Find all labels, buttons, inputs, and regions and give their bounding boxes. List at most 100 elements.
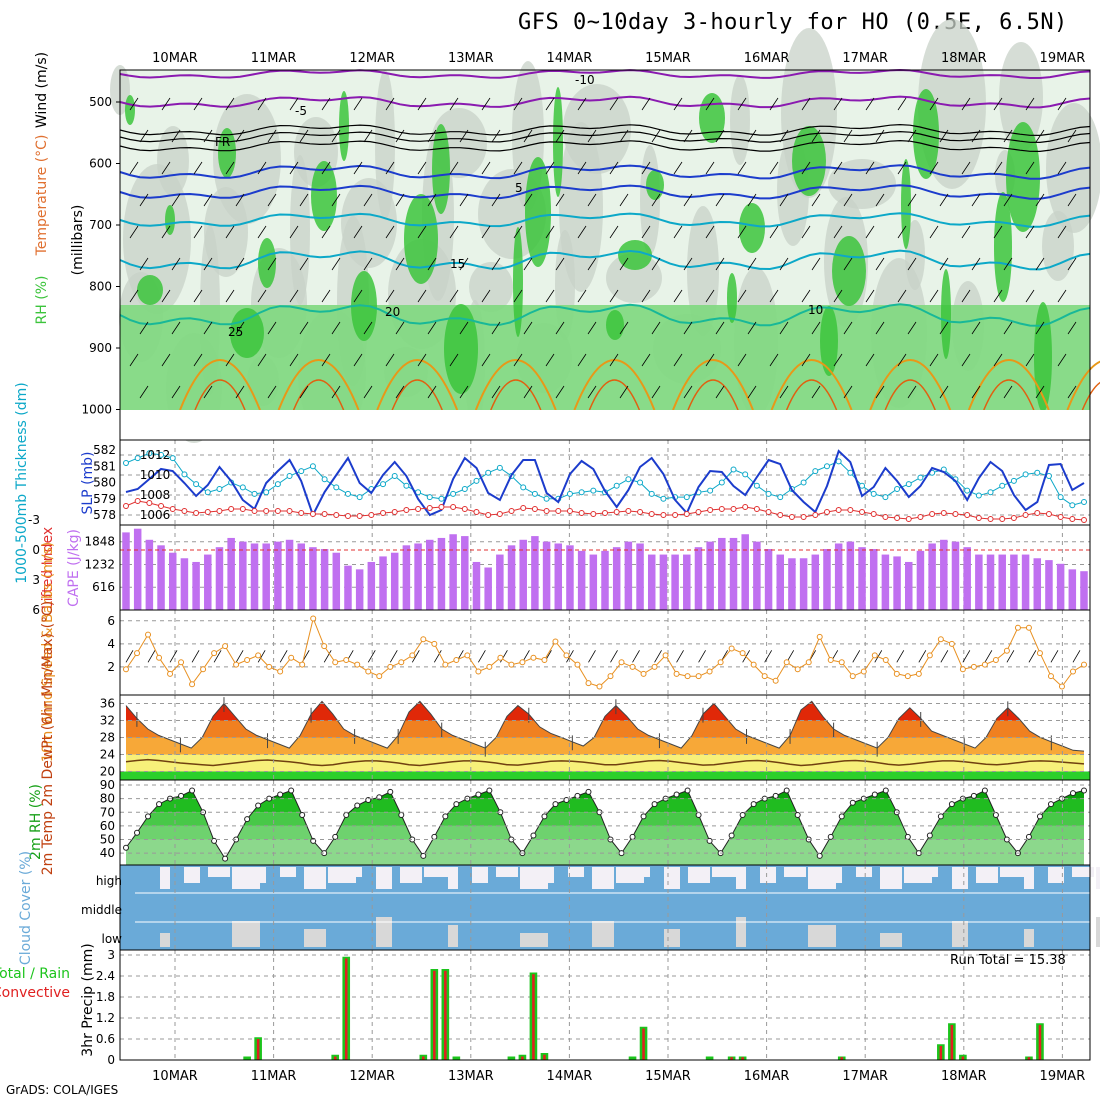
- thickness-line-point: [765, 490, 772, 497]
- rh-line-point: [629, 833, 636, 840]
- cape-bar: [461, 536, 469, 610]
- wind-barb: [566, 650, 574, 663]
- wind-barb: [971, 321, 981, 335]
- y-tick-label: 600: [89, 157, 112, 171]
- cloud-gap-high: [544, 867, 554, 883]
- rh-line-point: [970, 792, 977, 799]
- precip-convective-bar: [961, 1056, 965, 1060]
- wind-speed-line-point: [255, 652, 262, 659]
- wind-barb: [193, 161, 203, 175]
- rh-high-area: [432, 124, 450, 214]
- rh-line-point: [838, 813, 845, 820]
- wind-speed-line: [125, 616, 1085, 688]
- cloud-gap-low: [808, 925, 836, 947]
- cape-bar: [180, 558, 189, 610]
- thickness-line-point: [987, 489, 994, 496]
- cape-bar: [566, 545, 574, 610]
- wind-barb: [673, 353, 683, 367]
- rh-high-area: [165, 205, 175, 235]
- wind-barb: [481, 289, 491, 303]
- precip-convective-bar: [521, 1056, 524, 1060]
- rh-line-point: [244, 816, 251, 823]
- thickness-line-point: [975, 492, 982, 499]
- date-label-bottom: 16MAR: [744, 1069, 790, 1084]
- cloud-gap-high: [1072, 867, 1094, 877]
- cloud-gap-high: [1096, 867, 1100, 889]
- cloud-gap-high: [496, 867, 518, 877]
- wind-barb: [993, 289, 1003, 303]
- rh-line-point: [123, 844, 129, 851]
- temp-contour-30: [884, 379, 936, 411]
- wind-barb: [235, 129, 245, 143]
- wind-barb: [257, 353, 267, 367]
- wind-speed-line-point: [376, 673, 383, 680]
- rh-high-area: [137, 275, 163, 305]
- cloud-gap-high: [640, 867, 650, 877]
- wind-barb: [1028, 650, 1037, 663]
- temp-tick-label: 20: [100, 765, 115, 779]
- rh-line-point: [728, 832, 735, 839]
- wind-barb: [481, 97, 491, 111]
- precip-total-bar: [452, 1056, 461, 1060]
- wind-speed-line-point: [981, 661, 988, 668]
- lifted-index-line-point: [753, 506, 760, 512]
- rh-line-point: [156, 801, 163, 808]
- wind-barb: [747, 193, 757, 207]
- wind-barb: [940, 650, 949, 663]
- rh-line-point: [849, 799, 856, 806]
- wind-barb: [147, 650, 156, 663]
- cape-bar: [601, 550, 609, 610]
- lifted-index-line-point: [298, 510, 305, 516]
- rh-high-area: [513, 227, 523, 337]
- cloud-gap-high: [184, 867, 200, 883]
- page-title: GFS 0~10day 3-hourly for HO (0.5E, 6.5N): [518, 10, 1068, 35]
- wind-barb: [321, 289, 331, 303]
- wind-barb: [129, 353, 139, 367]
- wind-barb: [929, 97, 939, 111]
- wind-speed-line-point: [497, 654, 504, 661]
- temp-contour-30: [490, 379, 542, 411]
- cloud-gap-low: [232, 921, 260, 947]
- cloud-gap-high: [256, 867, 266, 883]
- wind-speed-line-point: [530, 654, 537, 661]
- wind-speed-line-point: [970, 663, 977, 670]
- wind-barb: [395, 193, 405, 207]
- wind-speed-line-point: [959, 666, 966, 673]
- rh-high-area: [820, 306, 838, 376]
- rh-area: [687, 206, 719, 336]
- lifted-index-line-point: [1081, 517, 1087, 523]
- cloud-gap-high: [760, 867, 776, 883]
- wind-barb: [852, 650, 861, 663]
- date-label-top: 17MAR: [842, 51, 888, 66]
- wind-barb: [939, 193, 949, 207]
- wind-barb: [1003, 257, 1013, 271]
- cape-bar: [893, 556, 901, 610]
- cape-bar: [204, 554, 212, 610]
- rh-line-point: [431, 833, 438, 840]
- temp-contour-5: [119, 164, 1091, 180]
- cloud-gap-high: [472, 867, 488, 883]
- wind-barb: [459, 257, 469, 271]
- cloud-gap-high: [280, 867, 296, 877]
- thickness-line-point: [1045, 473, 1052, 479]
- rh-line-point: [827, 833, 834, 840]
- li-tick-label: -3: [28, 513, 40, 527]
- date-label-bottom: 14MAR: [547, 1069, 593, 1084]
- wind-speed-line-point: [1014, 624, 1021, 631]
- date-label-top: 10MAR: [152, 51, 198, 66]
- thickness-line-point: [999, 482, 1006, 489]
- wind-barb: [961, 161, 971, 175]
- wind-speed-line-point: [728, 645, 735, 652]
- wind-barb: [395, 257, 405, 271]
- cape-bar: [905, 561, 913, 610]
- temp-contour-30: [391, 379, 443, 411]
- wind-barb: [353, 353, 363, 367]
- wind-barb: [939, 321, 949, 335]
- rh-high-area: [792, 126, 826, 196]
- wind-barb: [235, 321, 245, 335]
- rh-line-point: [750, 801, 757, 808]
- rh-line-point: [277, 791, 284, 798]
- wind-speed-line-point: [1036, 650, 1043, 657]
- rh-moist-band: [120, 305, 1090, 410]
- wind-barb: [459, 321, 469, 335]
